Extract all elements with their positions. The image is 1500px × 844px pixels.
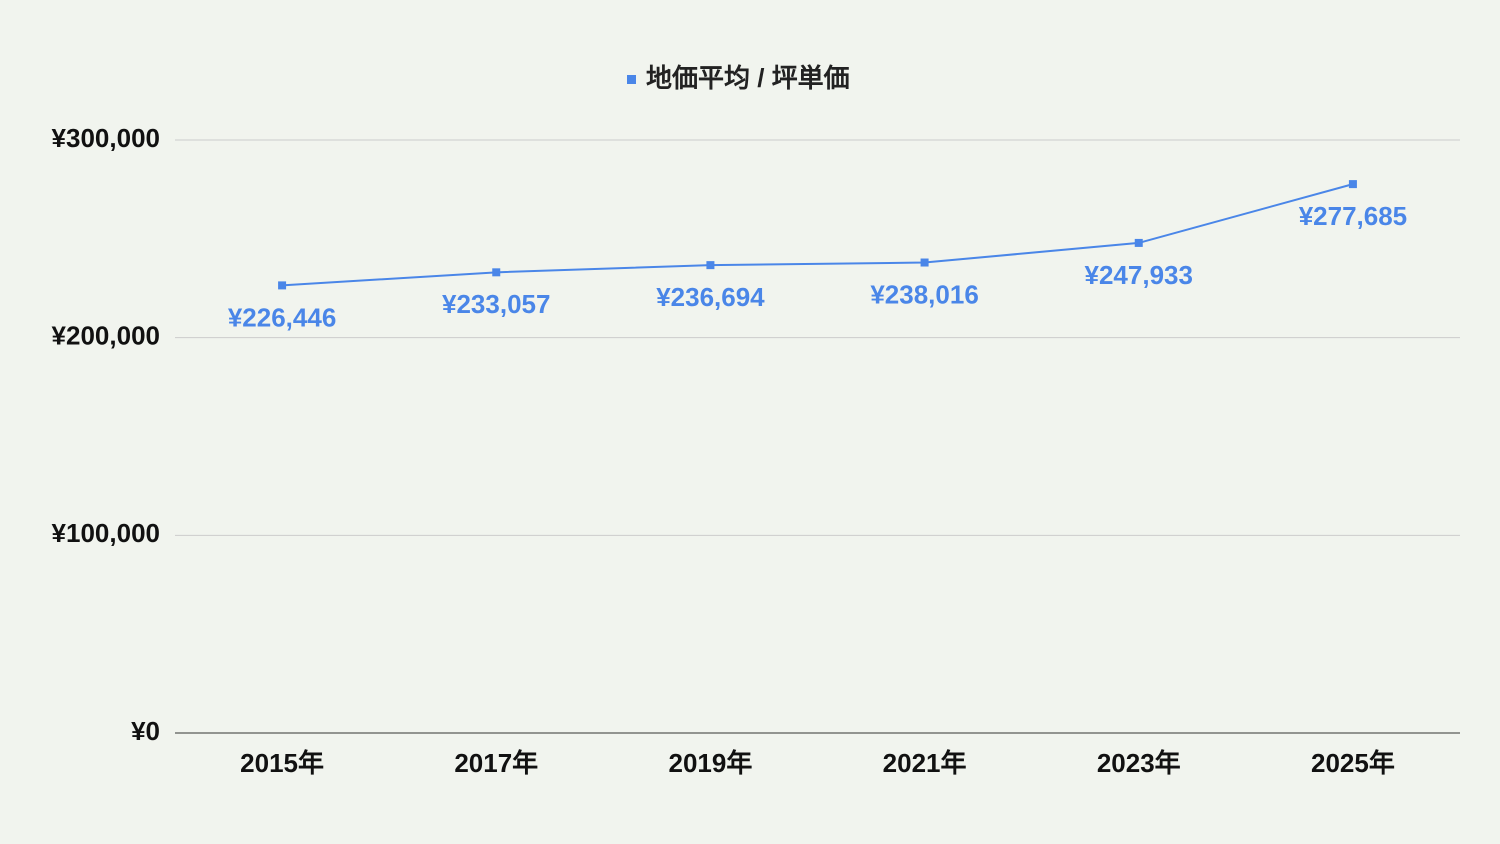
point — [1134, 238, 1143, 247]
point — [1348, 180, 1357, 189]
data-label: ¥236,694 — [656, 282, 765, 312]
x-tick-label: 2019年 — [668, 748, 752, 778]
data-label: ¥226,446 — [228, 302, 336, 332]
point — [278, 281, 287, 290]
point — [706, 261, 715, 270]
legend-label: 地価平均 / 坪単価 — [646, 63, 850, 93]
x-tick-label: 2025年 — [1311, 748, 1395, 778]
x-tick-label: 2017年 — [454, 748, 538, 778]
legend-swatch — [627, 75, 636, 84]
point — [492, 268, 501, 277]
data-label: ¥238,016 — [870, 279, 978, 309]
point — [920, 258, 929, 267]
y-tick-label: ¥300,000 — [52, 123, 160, 153]
data-label: ¥247,933 — [1085, 260, 1193, 290]
data-label: ¥277,685 — [1299, 201, 1407, 231]
x-tick-label: 2015年 — [240, 748, 324, 778]
line — [282, 183, 1354, 287]
y-tick-label: ¥200,000 — [52, 321, 160, 351]
x-tick-label: 2023年 — [1097, 748, 1181, 778]
data-label: ¥233,057 — [442, 289, 550, 319]
x-tick-label: 2021年 — [883, 748, 967, 778]
y-tick-label: ¥0 — [131, 716, 160, 746]
y-tick-label: ¥100,000 — [52, 518, 160, 548]
